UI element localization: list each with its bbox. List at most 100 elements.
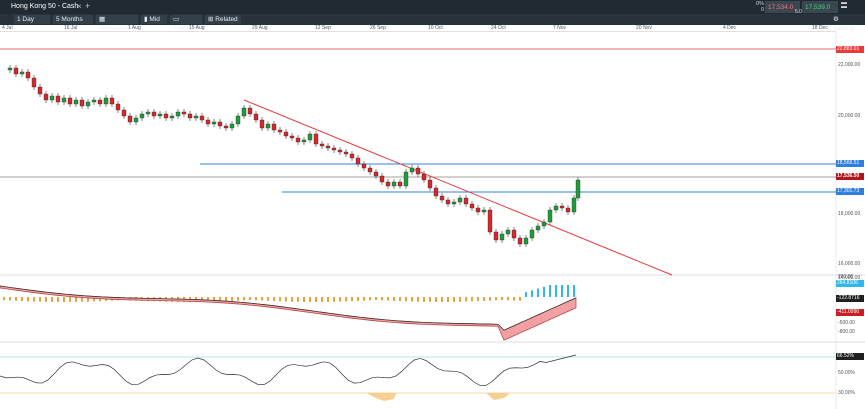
date-tick: 4 Jul xyxy=(2,25,13,31)
candle-body xyxy=(157,113,163,117)
candle-body xyxy=(565,207,571,213)
macd-histogram-bar xyxy=(447,297,449,302)
macd-histogram-bar xyxy=(225,297,227,302)
macd-histogram-bar xyxy=(465,297,467,302)
date-axis: 4 Jul 16 Jul 1 Aug 15 Aug 29 Aug 12 Sep … xyxy=(0,25,836,32)
macd-histogram-bar xyxy=(537,288,539,297)
macd-histogram-bar xyxy=(201,297,203,302)
candle-body xyxy=(301,139,307,143)
macd-histogram-bar xyxy=(57,297,59,302)
candle-body xyxy=(319,143,325,147)
macd-histogram-bar xyxy=(315,297,317,302)
candle-body xyxy=(97,99,103,105)
macd-histogram-bar xyxy=(423,297,425,302)
macd-histogram-bar xyxy=(51,297,53,302)
macd-line xyxy=(0,285,577,331)
rsi-line xyxy=(0,354,577,386)
candle-body xyxy=(349,153,355,159)
price-axis-tick: 14,000.00 xyxy=(838,275,861,281)
macd-histogram-bar xyxy=(363,297,365,301)
resistance-price-tag: 22,883.01 xyxy=(836,46,864,53)
macd-histogram-bar xyxy=(381,297,383,301)
macd-histogram-bar xyxy=(21,297,23,302)
candle-body xyxy=(265,123,271,129)
candle-body xyxy=(409,167,415,173)
macd-histogram-bar xyxy=(213,297,215,302)
chart-area[interactable] xyxy=(0,32,865,409)
settings-button[interactable]: ⚙ Settings xyxy=(830,15,864,32)
candle-body xyxy=(73,99,79,105)
macd-histogram-bar xyxy=(489,297,491,301)
candle-body xyxy=(271,123,277,131)
forum-button[interactable]: ▭ Forum xyxy=(170,15,202,32)
macd-histogram-bar xyxy=(249,297,251,301)
macd-histogram-bar xyxy=(81,297,83,302)
macd-histogram-bar xyxy=(393,297,395,301)
window-menu-icon[interactable]: ▬ ▬ xyxy=(841,0,847,10)
rsi-value-tag: 66.52% xyxy=(836,353,864,360)
candle-body xyxy=(415,167,421,175)
macd-histogram-bar xyxy=(255,297,257,301)
related-button[interactable]: ⊞ Related xyxy=(205,15,241,24)
close-icon[interactable]: × xyxy=(77,2,82,11)
candlestick-series xyxy=(7,65,581,247)
rsi-axis-tick: 50.00% xyxy=(838,370,855,376)
macd-histogram-bar xyxy=(99,297,101,302)
candle-body xyxy=(517,237,523,245)
macd-histogram-bar xyxy=(549,285,551,297)
candle-body xyxy=(325,145,331,149)
lower-line-price-tag: 17,301.73 xyxy=(836,188,864,195)
current-price-tag: 17,536.50 xyxy=(836,173,864,180)
candle-body xyxy=(199,115,205,121)
candle-body xyxy=(103,97,109,105)
window-title-bar: Hong Kong 50 - Cash × + 0% 0 17,534.0 17… xyxy=(0,0,865,15)
trend-line[interactable] xyxy=(243,99,673,276)
macd-histogram-bar xyxy=(567,285,569,297)
price-axis-tick: 18,000.00 xyxy=(838,211,861,217)
macd-histogram-bar xyxy=(519,297,521,301)
buy-button[interactable]: 17,539.0 xyxy=(802,1,838,13)
candle-body xyxy=(481,209,487,213)
candle-body xyxy=(109,97,115,105)
macd-histogram-bar xyxy=(273,297,275,302)
templates-button[interactable]: ▦ Templates xyxy=(96,15,138,32)
templates-icon: ▦ xyxy=(99,16,106,23)
candle-body xyxy=(175,111,181,117)
candle-body xyxy=(49,95,55,101)
date-tick: 20 Nov xyxy=(636,25,652,31)
candle-body xyxy=(385,181,391,187)
candle-body xyxy=(169,115,175,119)
candle-body xyxy=(127,115,133,123)
instrument-title[interactable]: Hong Kong 50 - Cash xyxy=(11,3,79,10)
sell-button[interactable]: 17,534.0 xyxy=(765,1,800,13)
price-axis-tick: 16,000.00 xyxy=(838,261,861,267)
macd-histogram-bar xyxy=(3,297,5,301)
price-type-dropdown[interactable]: ▮ Mid xyxy=(141,15,167,24)
candle-body xyxy=(547,209,553,223)
candle-body xyxy=(427,179,433,189)
macd-histogram-bar xyxy=(525,292,527,297)
rsi-oversold-fill xyxy=(366,393,510,401)
macd-histogram-bar xyxy=(471,297,473,302)
macd-histogram-bar xyxy=(441,297,443,302)
range-dropdown[interactable]: 5 Months xyxy=(53,15,93,24)
macd-histogram-bar xyxy=(333,297,335,302)
macd-histogram-bar xyxy=(87,297,89,302)
candle-body xyxy=(145,111,151,115)
candle-body xyxy=(499,233,505,241)
upper-line-price-tag: 18,566.51 xyxy=(836,160,864,167)
macd-histogram-bar xyxy=(345,297,347,302)
macd-histogram-bar xyxy=(561,285,563,297)
candle-body xyxy=(241,107,247,117)
plus-icon[interactable]: + xyxy=(85,1,91,11)
macd-histogram-bar xyxy=(531,290,533,297)
macd-histogram-bar xyxy=(69,297,71,302)
candle-body xyxy=(13,67,19,75)
macd-histogram-bar xyxy=(207,297,209,302)
interval-dropdown[interactable]: 1 Day xyxy=(14,15,50,24)
candle-body xyxy=(457,197,463,203)
candle-body xyxy=(217,121,223,127)
macd-histogram-bar xyxy=(375,297,377,301)
macd-histogram-bar xyxy=(357,297,359,301)
macd-histogram-bar xyxy=(387,297,389,301)
